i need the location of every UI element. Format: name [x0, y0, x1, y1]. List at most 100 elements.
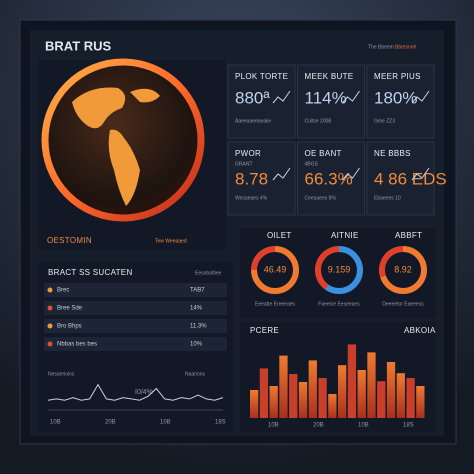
donut-value: 9.159 [328, 264, 351, 274]
row-value: 11.3% [190, 324, 207, 330]
list-row [44, 319, 227, 333]
donut-caption: Faeeice Eeseeaes [318, 301, 360, 307]
line-annotation: I0/4% [135, 389, 153, 396]
donut-arc-rest [251, 246, 299, 294]
header-title: BRAT RUS [45, 38, 112, 53]
stat-sub: Ceeaaees 8% [305, 195, 337, 201]
stat-card [366, 64, 435, 139]
stat-sub: Aaeeaaeeaeaiie [235, 118, 271, 124]
stat-sub: Ebaeees 10 [374, 195, 401, 201]
x-label: 10B [50, 420, 61, 426]
bar [338, 365, 347, 418]
stat-card [297, 141, 365, 216]
row-value: 14% [190, 306, 203, 312]
bar [298, 382, 308, 418]
bar [250, 390, 259, 418]
sparkline [411, 90, 430, 104]
sparkline [272, 167, 291, 181]
x-label: 18S [403, 423, 414, 429]
bar [357, 370, 366, 418]
stat-label: MEER PIUS [374, 72, 421, 81]
row-dot [47, 341, 53, 347]
stat-card [297, 64, 365, 139]
bar [328, 394, 337, 418]
donut-label: AITNIE [331, 231, 359, 240]
bar [289, 374, 298, 418]
globe-note: Tew Weeaaed [155, 238, 187, 244]
stat-value: 180% [374, 88, 417, 107]
list-tag: Eesobattiee [195, 270, 222, 276]
bar [416, 386, 425, 418]
bar [347, 344, 357, 418]
donut-arc-rest [379, 246, 428, 294]
stat-value: 114% [305, 88, 347, 107]
donut-label: OILET [267, 231, 292, 240]
row-label: Nbbas bes bes [57, 342, 97, 348]
line-caption: Nesaerioins [48, 371, 75, 377]
stat-note: 4BGS [305, 161, 319, 167]
stat-note: GRANT [235, 161, 253, 167]
bar [367, 352, 376, 418]
row-dot [47, 305, 53, 311]
header-link[interactable]: Bbresnrel [395, 44, 416, 50]
row-dot [47, 287, 53, 293]
bar [318, 378, 327, 418]
row-dot [47, 323, 53, 329]
row-label: Bro Bhps [57, 324, 82, 330]
x-label: 20B [105, 420, 116, 426]
row-label: Brec [57, 288, 69, 294]
stat-label: PLOK TORTE [235, 72, 288, 81]
list-title: BRACT SS SUCATEN [48, 268, 133, 277]
bar [308, 360, 317, 418]
x-label: 10B [160, 420, 171, 426]
row-value: TAB7 [190, 288, 205, 294]
bar [259, 368, 269, 418]
donut-caption: Eeeatte Ereeeaes [255, 301, 296, 307]
bar-title: PCERE [250, 326, 279, 335]
x-label: 10B [358, 423, 369, 429]
x-label: 18S [215, 420, 226, 426]
sparkline [342, 167, 360, 181]
stat-card [227, 64, 296, 139]
x-label: 20B [313, 423, 324, 429]
stat-value: 8.78 [235, 169, 268, 188]
line-note: Naarions [185, 371, 206, 377]
sparkline [272, 90, 291, 104]
bar-right-label: ABKOIA [404, 326, 436, 335]
sparkline [342, 90, 360, 104]
globe-label: OESTOMIN [47, 236, 92, 245]
bar [269, 386, 278, 418]
list-row [44, 301, 227, 315]
x-label: 10B [268, 423, 279, 429]
list-row [44, 283, 227, 297]
stat-card [227, 141, 296, 216]
header-link[interactable]: The Bbeem [368, 44, 394, 50]
stat-label: MEEK BUTE [305, 72, 354, 81]
list-row [44, 337, 227, 351]
stat-sub: Wesaeaes 4% [235, 195, 268, 201]
row-value: 10% [190, 342, 203, 348]
bar [406, 378, 415, 418]
bar [279, 355, 288, 418]
donut-label: ABBFT [395, 231, 422, 240]
continents [72, 87, 160, 206]
donut-panel [240, 228, 436, 318]
line-series [47, 383, 224, 401]
bar [386, 362, 396, 418]
stat-sub: Coltse 2008 [305, 118, 332, 124]
stat-card [366, 141, 435, 216]
stat-label: NE BBBS [374, 149, 411, 158]
stat-label: OE BANT [305, 149, 342, 158]
stat-value: 880ª [235, 88, 270, 107]
bar [377, 381, 386, 418]
donut-caption: Deeeetor Eaeeess [382, 301, 424, 307]
stat-value: 4 86 EDS [374, 169, 447, 188]
stat-value: 66.3% [305, 169, 353, 188]
bar [396, 373, 405, 418]
sparkline [411, 167, 430, 181]
stat-label: PWOR [235, 149, 261, 158]
stat-sub: Gme ZZ3 [374, 118, 395, 124]
donut-value: 46.49 [264, 264, 287, 274]
